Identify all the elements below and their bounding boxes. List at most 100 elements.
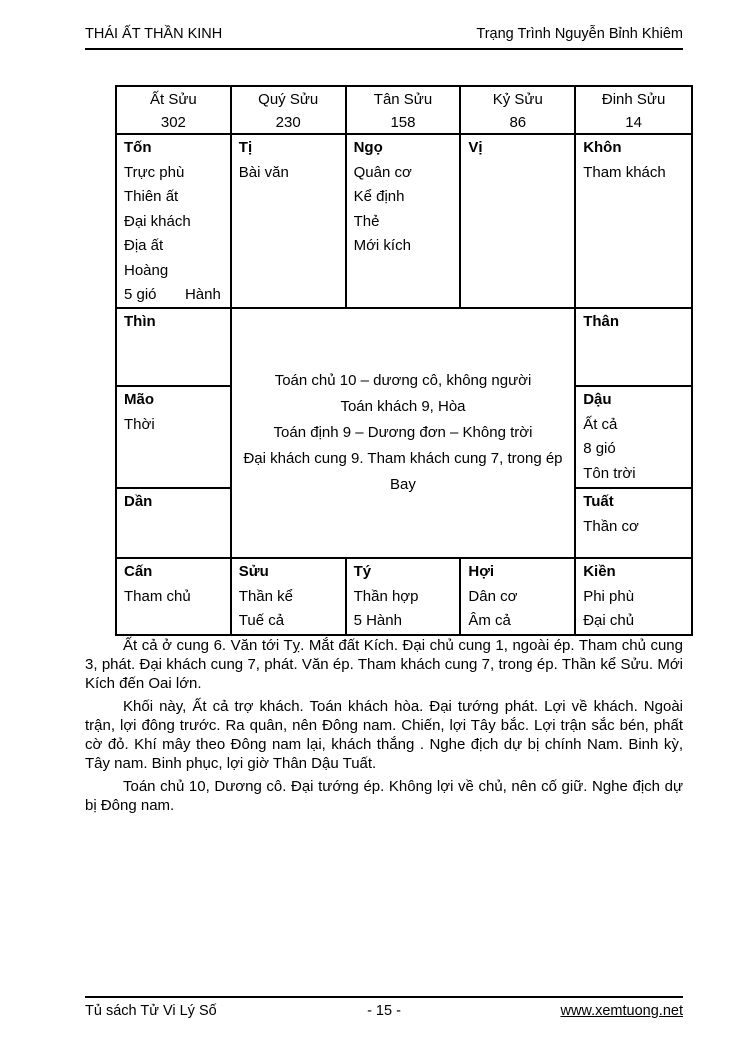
palace-cell-ton: Tốn Trực phù Thiên ất Đại khách Địa ất Hoàng…: [117, 135, 232, 309]
page-header: THÁI ẤT THẦN KINH Trạng Trình Nguyễn Bỉn…: [85, 25, 683, 50]
palace-title: Vị: [468, 139, 483, 156]
cell-line: Kể định: [353, 188, 405, 205]
palace-title: Thìn: [124, 313, 156, 330]
palace-title: Tuất: [583, 493, 614, 510]
split-left: 5 gió: [124, 286, 157, 303]
cell-line: Tôn trời: [583, 464, 636, 482]
palace-cell-mao: Mão Thời: [117, 387, 232, 489]
year-header-cell-tan-suu: Tân Sửu 158: [346, 87, 462, 135]
palace-cell-kien: Kiền Phi phù Đại chủ: [576, 559, 691, 634]
palace-split-line: 5 gió Hành: [124, 283, 225, 307]
palace-cell-suu: Sửu Thần kể Tuế cả: [232, 559, 347, 634]
palace-lines: Dân cơ Âm cả: [468, 585, 569, 634]
palace-title: Khôn: [583, 139, 622, 156]
palace-title: Mão: [124, 391, 154, 408]
palace-lines: Thần cơ: [583, 515, 686, 540]
year-name: Kỷ Sửu: [492, 91, 543, 108]
palace-title: Tý: [353, 563, 372, 580]
body-paragraph: Ất cả ở cung 6. Văn tới Tỵ. Mắt đất Kích…: [85, 637, 683, 692]
year-number: 230: [275, 114, 301, 131]
palace-title: Hợi: [468, 563, 495, 580]
body-text: Ất cả ở cung 6. Văn tới Tỵ. Mắt đất Kích…: [85, 636, 683, 819]
cell-line: Bay: [390, 476, 416, 493]
thai-at-chart-table: Ất Sửu 302 Quý Sửu 230 Tân Sửu 158 Kỷ Sử…: [115, 85, 693, 636]
cell-line: Tham khách: [583, 163, 666, 181]
palace-title: Ngọ: [353, 139, 383, 156]
author-name: Trạng Trình Nguyễn Bỉnh Khiêm: [476, 26, 683, 42]
palace-lines: Trực phù Thiên ất Đại khách Địa ất Hoàng: [124, 161, 225, 284]
year-header-cell-at-suu: Ất Sửu 302: [117, 87, 232, 135]
palace-cell-dan: Dần: [117, 489, 232, 559]
palace-lines: Thời: [124, 413, 225, 438]
cell-line: Đại chủ: [583, 612, 635, 629]
palace-title: Tốn: [124, 139, 152, 156]
cell-line: Ất cả: [583, 415, 618, 433]
body-paragraph: Khối này, Ất cả trợ khách. Toán khách hò…: [85, 698, 683, 772]
cell-line: Bài văn: [238, 163, 289, 181]
palace-title: Tị: [238, 139, 253, 156]
palace-lines: Ất cả 8 gió Tôn trời: [583, 413, 686, 487]
palace-title: Dần: [124, 493, 153, 510]
cell-line: Phi phù: [583, 587, 635, 605]
cell-line: 8 gió: [583, 440, 616, 457]
cell-line: Thẻ: [353, 212, 380, 230]
page-number: - 15 -: [367, 1003, 401, 1019]
cell-line: Quân cơ: [353, 163, 412, 181]
palace-title: Cấn: [124, 563, 153, 580]
palace-cell-vi: Vị: [461, 135, 577, 309]
year-number: 302: [160, 114, 186, 131]
cell-line: Toán khách 9, Hòa: [340, 398, 466, 415]
page-footer: Tủ sách Tử Vi Lý Số - 15 - www.xemtuong.…: [85, 996, 683, 1020]
palace-lines: Bài văn: [239, 161, 340, 186]
palace-cell-ti: Tị Bài văn: [231, 135, 347, 309]
year-header-cell-dinh-suu: Đinh Sửu 14: [576, 87, 691, 135]
palace-cell-thin: Thìn: [117, 309, 232, 387]
palace-cell-tuat: Tuất Thần cơ: [576, 489, 691, 559]
palace-cell-ty: Tý Thần hợp 5 Hành: [347, 559, 462, 634]
cell-line: Toán định 9 – Dương đơn – Không trời: [273, 424, 533, 441]
cell-line: 5 Hành: [353, 612, 402, 629]
palace-cell-khon: Khôn Tham khách: [576, 135, 691, 309]
cell-line: Thần cơ: [583, 517, 639, 535]
cell-line: Dân cơ: [468, 587, 518, 605]
palace-lines: Quân cơ Kể định Thẻ Mới kích: [354, 161, 455, 259]
year-number: 86: [509, 114, 527, 131]
palace-lines: Tham chủ: [124, 585, 225, 610]
cell-line: Trực phù: [124, 163, 185, 181]
cell-line: Thời: [124, 415, 155, 433]
cell-line: Toán chủ 10 – dương cô, không người: [274, 372, 532, 389]
year-number: 14: [625, 114, 642, 131]
split-right: Hành: [184, 286, 221, 303]
cell-line: Địa ất: [124, 237, 164, 254]
palace-title: Sửu: [238, 563, 269, 580]
cell-line: Thiên ất: [124, 188, 179, 205]
cell-line: Mới kích: [353, 237, 411, 254]
palace-title: Kiền: [583, 563, 616, 580]
palace-lines: Tham khách: [583, 161, 686, 186]
center-summary-cell: Toán chủ 10 – dương cô, không người Toán …: [231, 309, 577, 559]
year-header-cell-quy-suu: Quý Sửu 230: [231, 87, 347, 135]
cell-line: Tham chủ: [124, 587, 191, 605]
palace-cell-ngo: Ngọ Quân cơ Kể định Thẻ Mới kích: [346, 135, 462, 309]
year-name: Đinh Sửu: [601, 91, 666, 108]
year-name: Quý Sửu: [258, 91, 319, 108]
year-name: Ất Sửu: [150, 91, 197, 108]
year-header-cell-ky-suu: Kỷ Sửu 86: [461, 87, 577, 135]
year-name: Tân Sửu: [373, 91, 433, 108]
footer-website-link[interactable]: www.xemtuong.net: [560, 1003, 683, 1019]
cell-line: Hoàng: [124, 261, 169, 279]
center-summary-lines: Toán chủ 10 – dương cô, không người Toán …: [243, 368, 562, 498]
palace-cell-hoi: Hợi Dân cơ Âm cả: [461, 559, 577, 634]
cell-line: Đại khách cung 9. Tham khách cung 7, tro…: [243, 450, 563, 467]
book-title: THÁI ẤT THẦN KINH: [85, 26, 223, 42]
palace-title: Thân: [583, 313, 620, 330]
palace-cell-can: Cấn Tham chủ: [117, 559, 232, 634]
palace-lines: Thần kể Tuế cả: [239, 585, 340, 634]
cell-line: Âm cả: [468, 612, 511, 629]
cell-line: Thần hợp: [353, 587, 419, 605]
palace-lines: Thần hợp 5 Hành: [354, 585, 455, 634]
year-number: 158: [390, 114, 416, 131]
cell-line: Thần kể: [238, 587, 293, 605]
palace-lines: Phi phù Đại chủ: [583, 585, 686, 634]
